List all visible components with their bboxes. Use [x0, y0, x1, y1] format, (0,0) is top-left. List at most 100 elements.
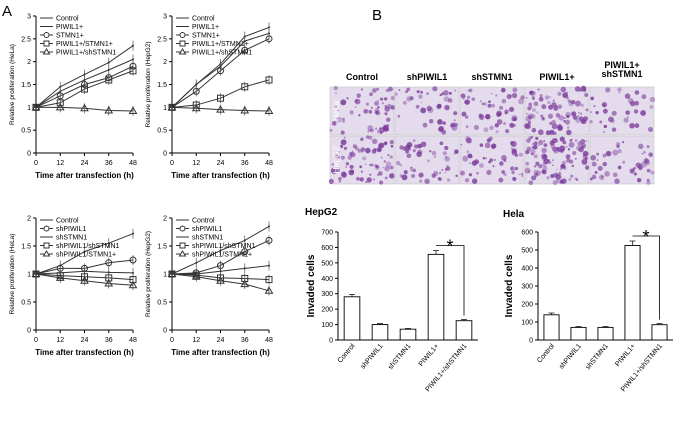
stained-cell	[378, 142, 385, 149]
stained-cell	[551, 123, 558, 130]
stained-cell	[561, 160, 567, 166]
y-tick-label: 500	[521, 248, 533, 255]
stained-cell	[511, 148, 517, 154]
x-tick-label: 12	[192, 337, 200, 344]
stained-cell	[437, 119, 443, 125]
stained-cell	[495, 130, 499, 134]
stained-cell	[571, 111, 577, 117]
stained-cell	[578, 111, 580, 114]
stained-cell	[373, 178, 375, 181]
data-point	[241, 83, 249, 91]
stained-cell	[643, 151, 646, 154]
stained-cell	[565, 154, 571, 160]
stained-cell	[567, 96, 569, 99]
stained-cell	[462, 97, 465, 100]
stained-cell	[521, 172, 524, 176]
stained-cell	[564, 119, 571, 125]
stained-cell	[399, 163, 403, 167]
stained-cell	[343, 146, 348, 151]
stained-cell	[572, 151, 577, 156]
stained-cell	[499, 105, 504, 110]
stained-cell	[412, 168, 417, 173]
stained-cell	[389, 140, 394, 145]
stained-cell	[576, 145, 582, 151]
stained-cell	[356, 177, 360, 181]
stained-cell	[447, 98, 453, 103]
x-tick-label: 48	[265, 337, 273, 344]
stained-cell	[583, 88, 587, 91]
stained-cell	[336, 116, 342, 123]
legend-label: PIWIL1+/STMN1+	[56, 41, 113, 48]
stained-cell	[407, 147, 411, 151]
stained-cell	[357, 149, 362, 153]
stained-cell	[429, 150, 432, 153]
data-point	[265, 276, 273, 284]
stained-cell	[420, 107, 427, 114]
stained-cell	[348, 151, 354, 156]
data-point	[107, 61, 110, 64]
stained-cell	[512, 87, 518, 93]
y-axis-title: Relative proliferation (HeLa)	[9, 234, 16, 315]
stained-cell	[538, 96, 544, 102]
chart-title: HepG2	[305, 207, 338, 218]
stained-cell	[567, 148, 571, 151]
data-point	[191, 103, 201, 112]
stained-cell	[538, 164, 543, 169]
x-tick-label: 12	[192, 160, 200, 167]
stained-cell	[509, 106, 515, 113]
stained-cell	[528, 115, 532, 119]
stained-cell	[381, 102, 385, 105]
stained-cell	[577, 115, 580, 118]
stained-cell	[552, 164, 554, 167]
stained-cell	[444, 168, 448, 171]
micrograph-cell	[459, 86, 525, 136]
stained-cell	[384, 106, 390, 112]
series-shstmn1: shSTMN1	[171, 235, 270, 279]
stained-cell	[530, 135, 534, 139]
stained-cell	[383, 141, 388, 146]
stained-cell	[531, 127, 537, 133]
stained-cell	[491, 143, 497, 149]
stained-cell	[501, 154, 507, 161]
stained-cell	[469, 155, 473, 159]
stained-cell	[431, 150, 437, 156]
stained-cell	[340, 130, 345, 135]
stained-cell	[513, 124, 516, 127]
stained-cell	[358, 114, 361, 117]
stained-cell	[500, 87, 506, 93]
stained-cell	[526, 138, 531, 143]
stained-cell	[530, 113, 536, 119]
stained-cell	[442, 151, 447, 156]
stained-cell	[334, 154, 340, 160]
stained-cell	[329, 128, 333, 132]
stained-cell	[418, 172, 424, 178]
stained-cell	[469, 162, 471, 165]
y-axis-title: Invaded cells	[504, 254, 515, 317]
micrograph-row-label: HeLa	[331, 101, 341, 122]
data-point	[107, 271, 110, 274]
stained-cell	[539, 94, 543, 98]
stained-cell	[367, 125, 374, 131]
stained-cell	[414, 144, 419, 149]
stained-cell	[559, 148, 564, 153]
stained-cell	[582, 150, 589, 157]
stained-cell	[360, 170, 363, 173]
y-tick-label: 0	[529, 338, 533, 345]
stained-cell	[557, 91, 562, 96]
stained-cell	[348, 169, 355, 176]
stained-cell	[581, 158, 588, 165]
stained-cell	[370, 128, 375, 133]
stained-cell	[433, 155, 437, 158]
stained-cell	[627, 116, 629, 118]
stained-cell	[617, 165, 622, 170]
legend-marker	[179, 32, 186, 38]
stained-cell	[442, 121, 446, 125]
legend-label: Control	[56, 16, 79, 23]
stained-cell	[375, 110, 381, 116]
legend-label: shSTMN1	[192, 235, 223, 242]
x-tick-label: 48	[129, 160, 137, 167]
stained-cell	[420, 90, 423, 94]
y-tick-label: 100	[521, 320, 533, 327]
stained-cell	[389, 173, 395, 179]
stained-cell	[536, 111, 539, 114]
